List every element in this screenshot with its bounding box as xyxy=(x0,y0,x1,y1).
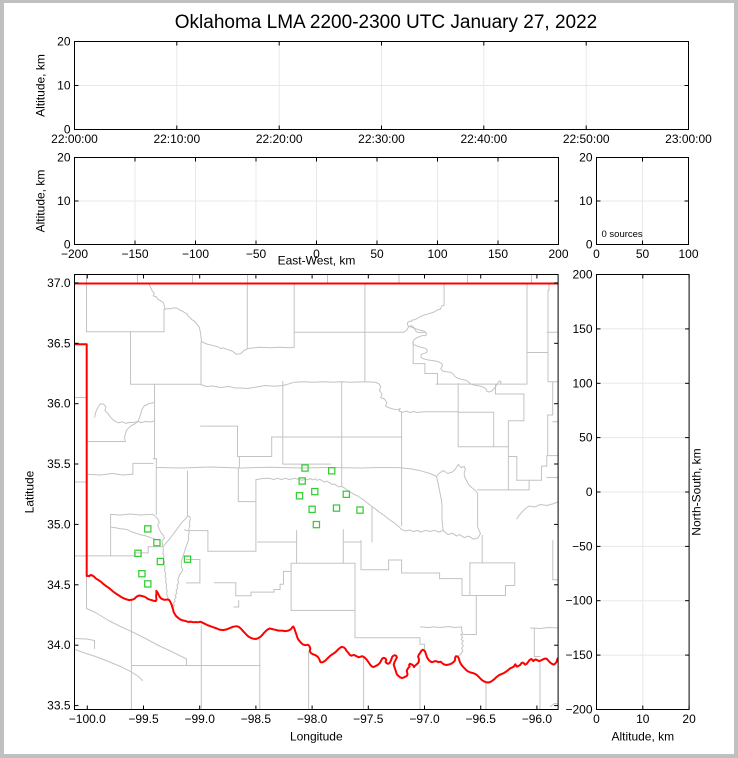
svg-text:34.5: 34.5 xyxy=(47,578,71,592)
svg-text:200: 200 xyxy=(548,247,568,261)
svg-text:−50: −50 xyxy=(572,539,593,553)
svg-text:−98.5: −98.5 xyxy=(241,712,272,726)
svg-text:Altitude, km: Altitude, km xyxy=(34,54,48,117)
svg-text:−99.0: −99.0 xyxy=(185,712,216,726)
svg-text:22:00:00: 22:00:00 xyxy=(51,132,98,146)
svg-text:Altitude, km: Altitude, km xyxy=(34,170,48,233)
svg-text:10: 10 xyxy=(57,79,71,93)
svg-text:33.5: 33.5 xyxy=(47,699,71,713)
svg-text:35.0: 35.0 xyxy=(47,517,71,531)
svg-text:37.0: 37.0 xyxy=(47,276,71,290)
svg-text:10: 10 xyxy=(57,194,71,208)
svg-text:−100: −100 xyxy=(565,594,592,608)
svg-text:0: 0 xyxy=(593,247,600,261)
svg-text:50: 50 xyxy=(636,247,650,261)
svg-text:20: 20 xyxy=(57,151,71,165)
svg-text:−97.0: −97.0 xyxy=(409,712,440,726)
svg-text:22:40:00: 22:40:00 xyxy=(460,132,507,146)
svg-text:150: 150 xyxy=(488,247,508,261)
svg-text:100: 100 xyxy=(427,247,447,261)
svg-text:22:30:00: 22:30:00 xyxy=(358,132,405,146)
svg-text:Altitude, km: Altitude, km xyxy=(611,730,674,744)
svg-text:0: 0 xyxy=(64,123,71,137)
svg-text:−150: −150 xyxy=(121,247,148,261)
svg-text:22:50:00: 22:50:00 xyxy=(563,132,610,146)
svg-text:−98.0: −98.0 xyxy=(297,712,328,726)
svg-text:34.0: 34.0 xyxy=(47,638,71,652)
svg-text:Longitude: Longitude xyxy=(290,730,343,744)
svg-text:0: 0 xyxy=(586,238,593,252)
svg-text:10: 10 xyxy=(636,712,650,726)
svg-text:36.5: 36.5 xyxy=(47,336,71,350)
svg-text:20: 20 xyxy=(579,151,593,165)
svg-text:0: 0 xyxy=(586,485,593,499)
svg-text:36.0: 36.0 xyxy=(47,397,71,411)
svg-text:22:10:00: 22:10:00 xyxy=(153,132,200,146)
svg-text:100: 100 xyxy=(572,376,592,390)
svg-text:−96.5: −96.5 xyxy=(466,712,497,726)
svg-text:−100.0: −100.0 xyxy=(69,712,106,726)
svg-text:0 sources: 0 sources xyxy=(602,229,643,240)
svg-text:−96.0: −96.0 xyxy=(522,712,553,726)
svg-text:0: 0 xyxy=(593,712,600,726)
svg-text:0: 0 xyxy=(313,247,320,261)
svg-text:200: 200 xyxy=(572,268,592,282)
svg-text:−200: −200 xyxy=(61,247,88,261)
svg-text:10: 10 xyxy=(579,194,593,208)
svg-text:Latitude: Latitude xyxy=(23,470,37,513)
svg-text:20: 20 xyxy=(57,35,71,49)
svg-text:22:20:00: 22:20:00 xyxy=(256,132,303,146)
svg-text:50: 50 xyxy=(370,247,384,261)
svg-text:50: 50 xyxy=(579,431,593,445)
svg-text:23:00:00: 23:00:00 xyxy=(665,132,712,146)
svg-text:35.5: 35.5 xyxy=(47,457,71,471)
svg-text:−97.5: −97.5 xyxy=(353,712,384,726)
svg-text:−100: −100 xyxy=(182,247,209,261)
svg-text:150: 150 xyxy=(572,322,592,336)
svg-text:North-South, km: North-South, km xyxy=(690,448,704,535)
svg-text:100: 100 xyxy=(678,247,698,261)
svg-text:Oklahoma LMA 2200-2300 UTC Jan: Oklahoma LMA 2200-2300 UTC January 27, 2… xyxy=(175,12,597,33)
svg-text:East-West, km: East-West, km xyxy=(278,254,356,268)
svg-text:20: 20 xyxy=(682,712,696,726)
svg-text:−150: −150 xyxy=(565,648,592,662)
svg-text:−200: −200 xyxy=(565,703,592,717)
svg-text:0: 0 xyxy=(64,238,71,252)
svg-text:−99.5: −99.5 xyxy=(128,712,159,726)
svg-text:−50: −50 xyxy=(246,247,267,261)
